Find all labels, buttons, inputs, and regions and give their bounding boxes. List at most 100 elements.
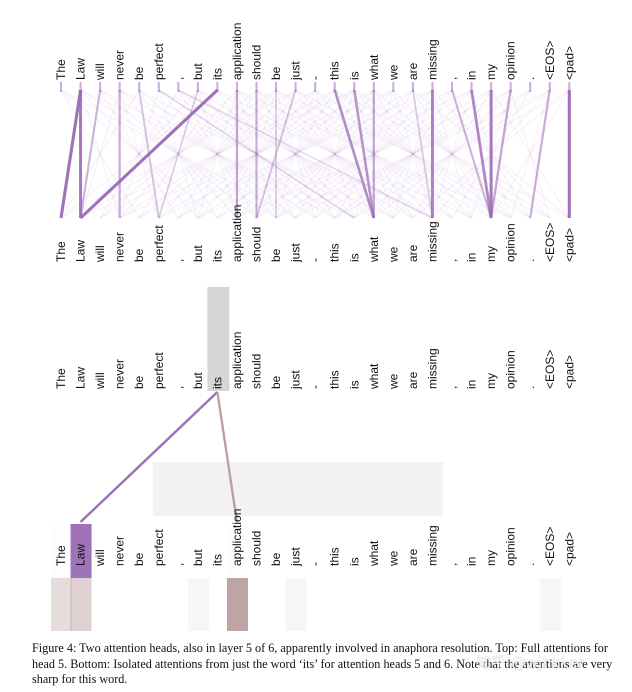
top-attention-link bbox=[334, 89, 492, 219]
top-attention-link bbox=[197, 89, 394, 219]
bottom-target-token-label: will bbox=[93, 549, 107, 567]
top-target-token-label: just bbox=[289, 243, 303, 263]
top-attention-link bbox=[138, 89, 297, 219]
top-target-token-label: be bbox=[269, 248, 283, 262]
top-source-token-label: will bbox=[93, 63, 107, 81]
top-source-bar bbox=[216, 82, 219, 92]
top-attention-link bbox=[60, 89, 218, 219]
bottom-source-token-label: but bbox=[191, 372, 205, 389]
bottom-target-token-label: in bbox=[465, 557, 479, 566]
bottom-target-token-label: Law bbox=[74, 544, 88, 566]
top-attention-link bbox=[118, 89, 160, 219]
top-source-bar bbox=[490, 82, 493, 92]
bottom-source-token-label: are bbox=[406, 371, 420, 389]
top-attention-link bbox=[138, 89, 160, 219]
top-target-token-label: but bbox=[191, 245, 205, 262]
top-source-token-label: are bbox=[406, 62, 420, 80]
bottom-source-token-label: opinion bbox=[504, 350, 518, 389]
top-source-token-label: is bbox=[347, 71, 361, 80]
top-attention-link bbox=[119, 89, 316, 219]
top-source-bar bbox=[392, 82, 395, 92]
top-target-token-label: The bbox=[54, 241, 68, 262]
top-target-token-label: missing bbox=[425, 221, 439, 262]
bottom-target-token-label: missing bbox=[425, 525, 439, 566]
top-source-bar bbox=[431, 82, 434, 92]
top-source-bar bbox=[411, 82, 414, 92]
bottom-source-token-label: will bbox=[93, 372, 107, 390]
bottom-source-token-label: just bbox=[289, 370, 303, 390]
top-attention-link bbox=[314, 89, 355, 219]
top-source-token-label: in bbox=[465, 71, 479, 80]
bottom-target-token-label: should bbox=[250, 531, 264, 566]
top-attention-link bbox=[373, 89, 531, 219]
top-target-token-label: <EOS> bbox=[543, 223, 557, 262]
top-target-token-label: , bbox=[445, 259, 459, 262]
top-attention-link bbox=[158, 89, 355, 219]
bottom-target-token-label: <pad> bbox=[562, 532, 576, 566]
top-attention-link bbox=[412, 89, 492, 219]
top-target-token-label: its bbox=[210, 250, 224, 262]
bottom-source-token-label: - bbox=[308, 385, 322, 389]
bottom-source-token-label: what bbox=[367, 363, 381, 390]
top-source-token-label: just bbox=[289, 61, 303, 81]
head6-target-bar bbox=[51, 578, 72, 631]
top-target-token-label: in bbox=[465, 253, 479, 262]
top-attention-link bbox=[79, 89, 102, 219]
head6-target-bar bbox=[70, 578, 92, 631]
top-attention-link bbox=[216, 89, 375, 219]
top-attention-link bbox=[197, 89, 394, 219]
bottom-source-token-label: is bbox=[347, 380, 361, 389]
top-source-bar bbox=[548, 82, 551, 92]
top-target-token-label: . bbox=[523, 259, 537, 262]
top-attention-link bbox=[373, 89, 531, 219]
top-attention-link bbox=[275, 89, 316, 219]
bottom-source-token-label: my bbox=[484, 373, 498, 389]
bottom-target-token-label: what bbox=[367, 540, 381, 567]
bottom-target-token-label: just bbox=[289, 547, 303, 567]
top-attention-link bbox=[158, 89, 433, 219]
top-source-bar bbox=[138, 82, 141, 92]
top-attention-link bbox=[119, 89, 238, 219]
top-attention-link bbox=[80, 89, 355, 219]
top-attention-link bbox=[60, 89, 140, 219]
top-target-token-label: my bbox=[484, 246, 498, 262]
top-attention-link bbox=[60, 89, 140, 219]
bottom-source-token-label: , bbox=[171, 386, 185, 389]
head6-target-bar bbox=[226, 578, 248, 631]
top-attention-link bbox=[99, 89, 336, 219]
top-attention-link bbox=[197, 89, 238, 219]
top-target-token-label: , bbox=[171, 259, 185, 262]
bottom-source-token-label: we bbox=[386, 373, 400, 390]
its-attention-link-head5 bbox=[79, 391, 219, 523]
top-attention-link bbox=[197, 89, 472, 219]
top-source-token-label: should bbox=[250, 45, 264, 80]
top-attention-link bbox=[509, 89, 551, 219]
top-target-token-label: are bbox=[406, 244, 420, 262]
top-attention-link bbox=[412, 89, 434, 219]
faint-target-bar bbox=[539, 578, 561, 631]
bottom-target-token-label: The bbox=[54, 545, 68, 566]
top-target-token-label: will bbox=[93, 245, 107, 263]
top-source-token-label: we bbox=[386, 64, 400, 81]
top-attention-link bbox=[197, 89, 238, 219]
top-attention-link bbox=[80, 89, 355, 219]
top-source-bar bbox=[509, 82, 512, 92]
top-attention-link bbox=[158, 89, 433, 219]
top-source-token-label: . bbox=[523, 77, 537, 80]
top-source-token-label: be bbox=[269, 66, 283, 80]
top-attention-link bbox=[99, 89, 179, 219]
bottom-source-token-label: , bbox=[445, 386, 459, 389]
top-attention-link bbox=[119, 89, 316, 219]
top-attention-link bbox=[80, 89, 277, 219]
top-attention-link bbox=[158, 89, 199, 219]
bottom-source-token-label: . bbox=[523, 386, 537, 389]
top-source-bar bbox=[568, 82, 571, 92]
top-attention-link bbox=[157, 89, 199, 219]
top-attention-link bbox=[79, 88, 219, 220]
figure-caption: Figure 4: Two attention heads, also in l… bbox=[32, 641, 613, 686]
top-source-bar bbox=[79, 82, 82, 92]
top-attention-link bbox=[294, 89, 375, 219]
top-attention-link bbox=[256, 89, 414, 219]
bottom-source-token-label: missing bbox=[425, 348, 439, 389]
top-source-bar bbox=[470, 82, 473, 92]
